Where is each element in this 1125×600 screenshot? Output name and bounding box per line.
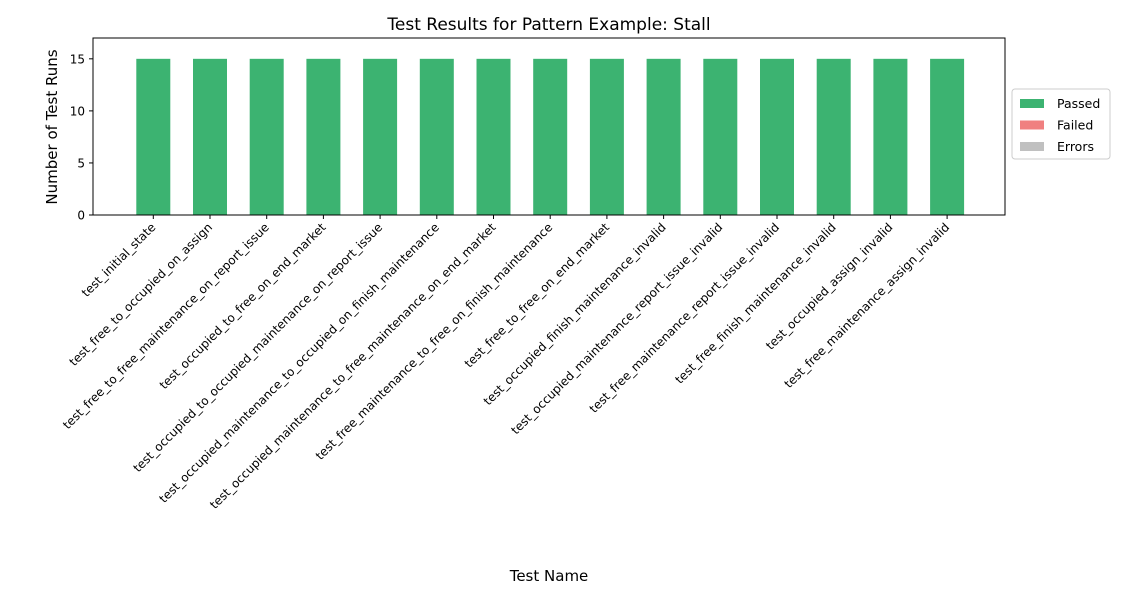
bar-passed-4 <box>306 58 341 215</box>
x-tick-label: test_free_to_free_maintenance_on_report_… <box>60 220 272 432</box>
y-tick-label: 0 <box>77 209 85 223</box>
bar-passed-15 <box>930 58 965 215</box>
bar-passed-7 <box>476 58 511 215</box>
legend-swatch-passed <box>1020 99 1044 108</box>
bar-passed-5 <box>363 58 398 215</box>
plot-frame <box>92 37 1006 216</box>
x-tick-label: test_free_maintenance_report_issue_inval… <box>587 220 783 416</box>
legend-label-failed: Failed <box>1057 118 1093 133</box>
bar-passed-14 <box>873 58 908 215</box>
x-tick-label: test_occupied_maintenance_report_issue_i… <box>508 220 725 437</box>
chart-title: Test Results for Pattern Example: Stall <box>386 15 710 35</box>
bar-passed-2 <box>193 58 227 215</box>
y-tick-label: 10 <box>70 104 85 118</box>
legend-label-passed: Passed <box>1057 96 1100 111</box>
y-tick-label: 15 <box>70 52 85 66</box>
bar-passed-3 <box>249 58 284 215</box>
x-tick-label: test_occupied_maintenance_to_free_mainte… <box>207 220 499 512</box>
x-axis-label: Test Name <box>509 567 589 585</box>
bars-group <box>136 58 965 215</box>
y-tick-label: 5 <box>77 156 85 170</box>
bar-passed-12 <box>760 58 794 215</box>
bar-passed-8 <box>533 58 568 215</box>
bar-passed-10 <box>646 58 681 215</box>
bar-passed-1 <box>136 58 171 215</box>
legend-swatch-failed <box>1020 120 1044 130</box>
legend-label-errors: Errors <box>1057 139 1094 154</box>
bar-passed-11 <box>703 58 738 215</box>
bar-passed-13 <box>816 58 851 215</box>
bar-passed-9 <box>589 58 624 215</box>
y-axis-label: Number of Test Runs <box>43 49 61 204</box>
y-axis: 0 5 10 15 <box>70 52 93 223</box>
x-tick-label: test_occupied_maintenance_to_occupied_on… <box>156 220 442 506</box>
legend-swatch-errors <box>1020 142 1044 151</box>
x-axis: test_initial_statetest_free_to_occupied_… <box>60 215 952 512</box>
legend: Passed Failed Errors <box>1011 88 1111 160</box>
bar-passed-6 <box>419 58 454 215</box>
